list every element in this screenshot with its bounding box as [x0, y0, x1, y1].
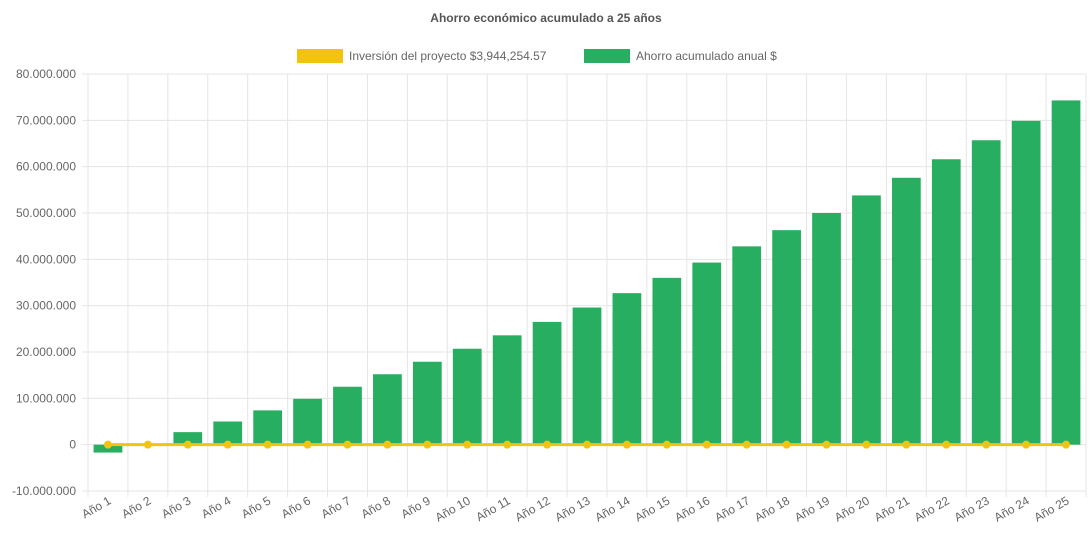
x-tick-label: Año 4 — [199, 493, 233, 521]
bar — [253, 410, 283, 445]
line-point — [303, 440, 312, 449]
line-point — [263, 440, 272, 449]
x-tick-label: Año 2 — [119, 493, 153, 521]
bar — [293, 398, 322, 445]
bar — [412, 361, 442, 445]
bar — [373, 374, 402, 445]
x-tick-label: Año 13 — [553, 493, 593, 524]
bar — [173, 432, 203, 445]
bar-series — [93, 100, 1081, 453]
chart-title: Ahorro económico acumulado a 25 años — [430, 11, 662, 25]
x-tick-label: Año 14 — [592, 493, 632, 524]
x-tick-label: Año 6 — [279, 493, 313, 521]
bar — [333, 386, 362, 445]
x-tick-label: Año 25 — [1032, 493, 1072, 524]
y-tick-label: 20.000.000 — [16, 345, 76, 359]
y-tick-label: 0 — [69, 438, 76, 452]
line-point — [383, 440, 392, 449]
bar — [452, 348, 482, 445]
bar — [1011, 120, 1041, 445]
bar — [612, 293, 642, 445]
x-tick-label: Año 22 — [912, 493, 952, 524]
y-tick-label: 60.000.000 — [16, 160, 76, 174]
y-tick-label: -10.000.000 — [12, 484, 76, 498]
line-point — [543, 440, 552, 449]
bar — [971, 140, 1001, 445]
x-tick-label: Año 1 — [79, 493, 113, 521]
x-tick-label: Año 18 — [752, 493, 792, 524]
x-tick-label: Año 17 — [712, 493, 752, 524]
bar — [812, 213, 841, 445]
x-axis-ticks: Año 1 Año 2 Año 3 Año 4 Año 5 Año 6 Año 7 Año 8… — [79, 493, 1072, 524]
line-point — [822, 440, 831, 449]
line-point — [423, 440, 432, 449]
bar — [891, 177, 921, 445]
line-point — [103, 440, 112, 449]
x-tick-label: Año 15 — [632, 493, 672, 524]
y-tick-label: 80.000.000 — [16, 67, 76, 81]
legend-label[interactable]: Ahorro acumulado anual $ — [636, 49, 777, 63]
y-tick-label: 10.000.000 — [16, 391, 76, 405]
line-point — [143, 440, 152, 449]
bar — [732, 246, 762, 445]
x-tick-label: Año 12 — [513, 493, 553, 524]
line-point — [223, 440, 232, 449]
line-point — [662, 440, 671, 449]
x-tick-label: Año 19 — [792, 493, 832, 524]
x-tick-label: Año 7 — [319, 493, 353, 521]
x-tick-label: Año 20 — [832, 493, 872, 524]
line-point — [1022, 440, 1031, 449]
x-tick-label: Año 8 — [359, 493, 393, 521]
x-tick-label: Año 9 — [399, 493, 433, 521]
line-point — [583, 440, 591, 449]
legend-swatch — [584, 49, 630, 63]
legend-swatch — [297, 49, 343, 63]
bar — [931, 159, 961, 445]
line-point — [862, 440, 871, 449]
x-tick-label: Año 5 — [239, 493, 273, 521]
bar — [652, 277, 682, 445]
line-point — [463, 440, 472, 449]
y-tick-label: 40.000.000 — [16, 252, 76, 266]
x-tick-label: Año 23 — [952, 493, 992, 524]
x-tick-label: Año 24 — [992, 493, 1032, 524]
bar — [1051, 100, 1081, 445]
line-point — [183, 440, 192, 449]
y-axis-ticks: 80.000.000 70.000.000 60.000.000 50.000.000… — [12, 67, 76, 498]
line-point — [503, 440, 512, 449]
bar — [852, 195, 881, 445]
y-tick-label: 70.000.000 — [16, 113, 76, 127]
line-point — [343, 440, 352, 449]
line-point — [702, 440, 711, 449]
gridlines — [82, 73, 1087, 497]
legend-label[interactable]: Inversión del proyecto $3,944,254.57 — [349, 49, 547, 63]
line-point — [902, 440, 911, 449]
line-point — [622, 440, 631, 449]
legend: Inversión del proyecto $3,944,254.57 Ahor… — [297, 49, 777, 63]
line-point — [1062, 440, 1071, 449]
line-point — [742, 440, 751, 449]
line-point — [982, 440, 991, 449]
line-point — [782, 440, 791, 449]
bar — [692, 262, 722, 445]
line-series — [103, 440, 1071, 449]
bar — [213, 421, 243, 445]
x-tick-label: Año 10 — [433, 493, 473, 524]
x-tick-label: Año 3 — [159, 493, 193, 521]
x-tick-label: Año 16 — [672, 493, 712, 524]
bar — [532, 321, 562, 445]
bar — [492, 335, 522, 445]
x-tick-label: Año 11 — [473, 493, 512, 524]
bar — [572, 307, 602, 445]
y-tick-label: 30.000.000 — [16, 299, 76, 313]
x-tick-label: Año 21 — [872, 493, 912, 524]
bar — [772, 230, 801, 445]
line-point — [942, 440, 951, 449]
y-tick-label: 50.000.000 — [16, 206, 76, 220]
